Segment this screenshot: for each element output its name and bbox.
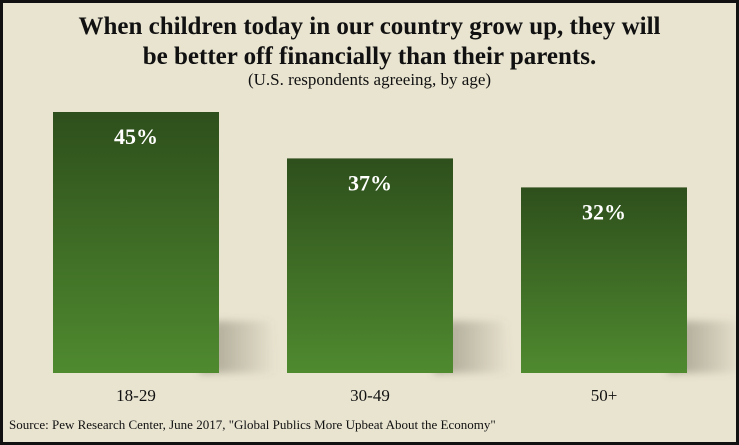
category-label: 50+ — [591, 386, 618, 405]
category-label: 30-49 — [350, 386, 390, 405]
category-label: 18-29 — [116, 386, 156, 405]
value-label: 37% — [348, 170, 392, 195]
value-labels-group: 45% 37% 32% — [114, 124, 626, 224]
value-label: 45% — [114, 124, 158, 149]
bar-50+ — [521, 187, 687, 373]
bar-18-29 — [53, 112, 219, 373]
category-labels-group: 18-29 30-49 50+ — [116, 386, 617, 405]
chart-title-line-1: When children today in our country grow … — [78, 13, 661, 40]
chart-subtitle: (U.S. respondents agreeing, by age) — [247, 70, 492, 89]
value-label: 32% — [582, 199, 626, 224]
chart-title: When children today in our country grow … — [3, 12, 736, 72]
source-note: Source: Pew Research Center, June 2017, … — [9, 417, 496, 432]
chart-title-line-2: be better off financially than their par… — [142, 43, 597, 70]
bar-30-49 — [287, 158, 453, 373]
bars-group — [53, 112, 687, 373]
bar-chart-plot: 45% 37% 32% 18-29 30-49 50+ — [53, 112, 736, 405]
